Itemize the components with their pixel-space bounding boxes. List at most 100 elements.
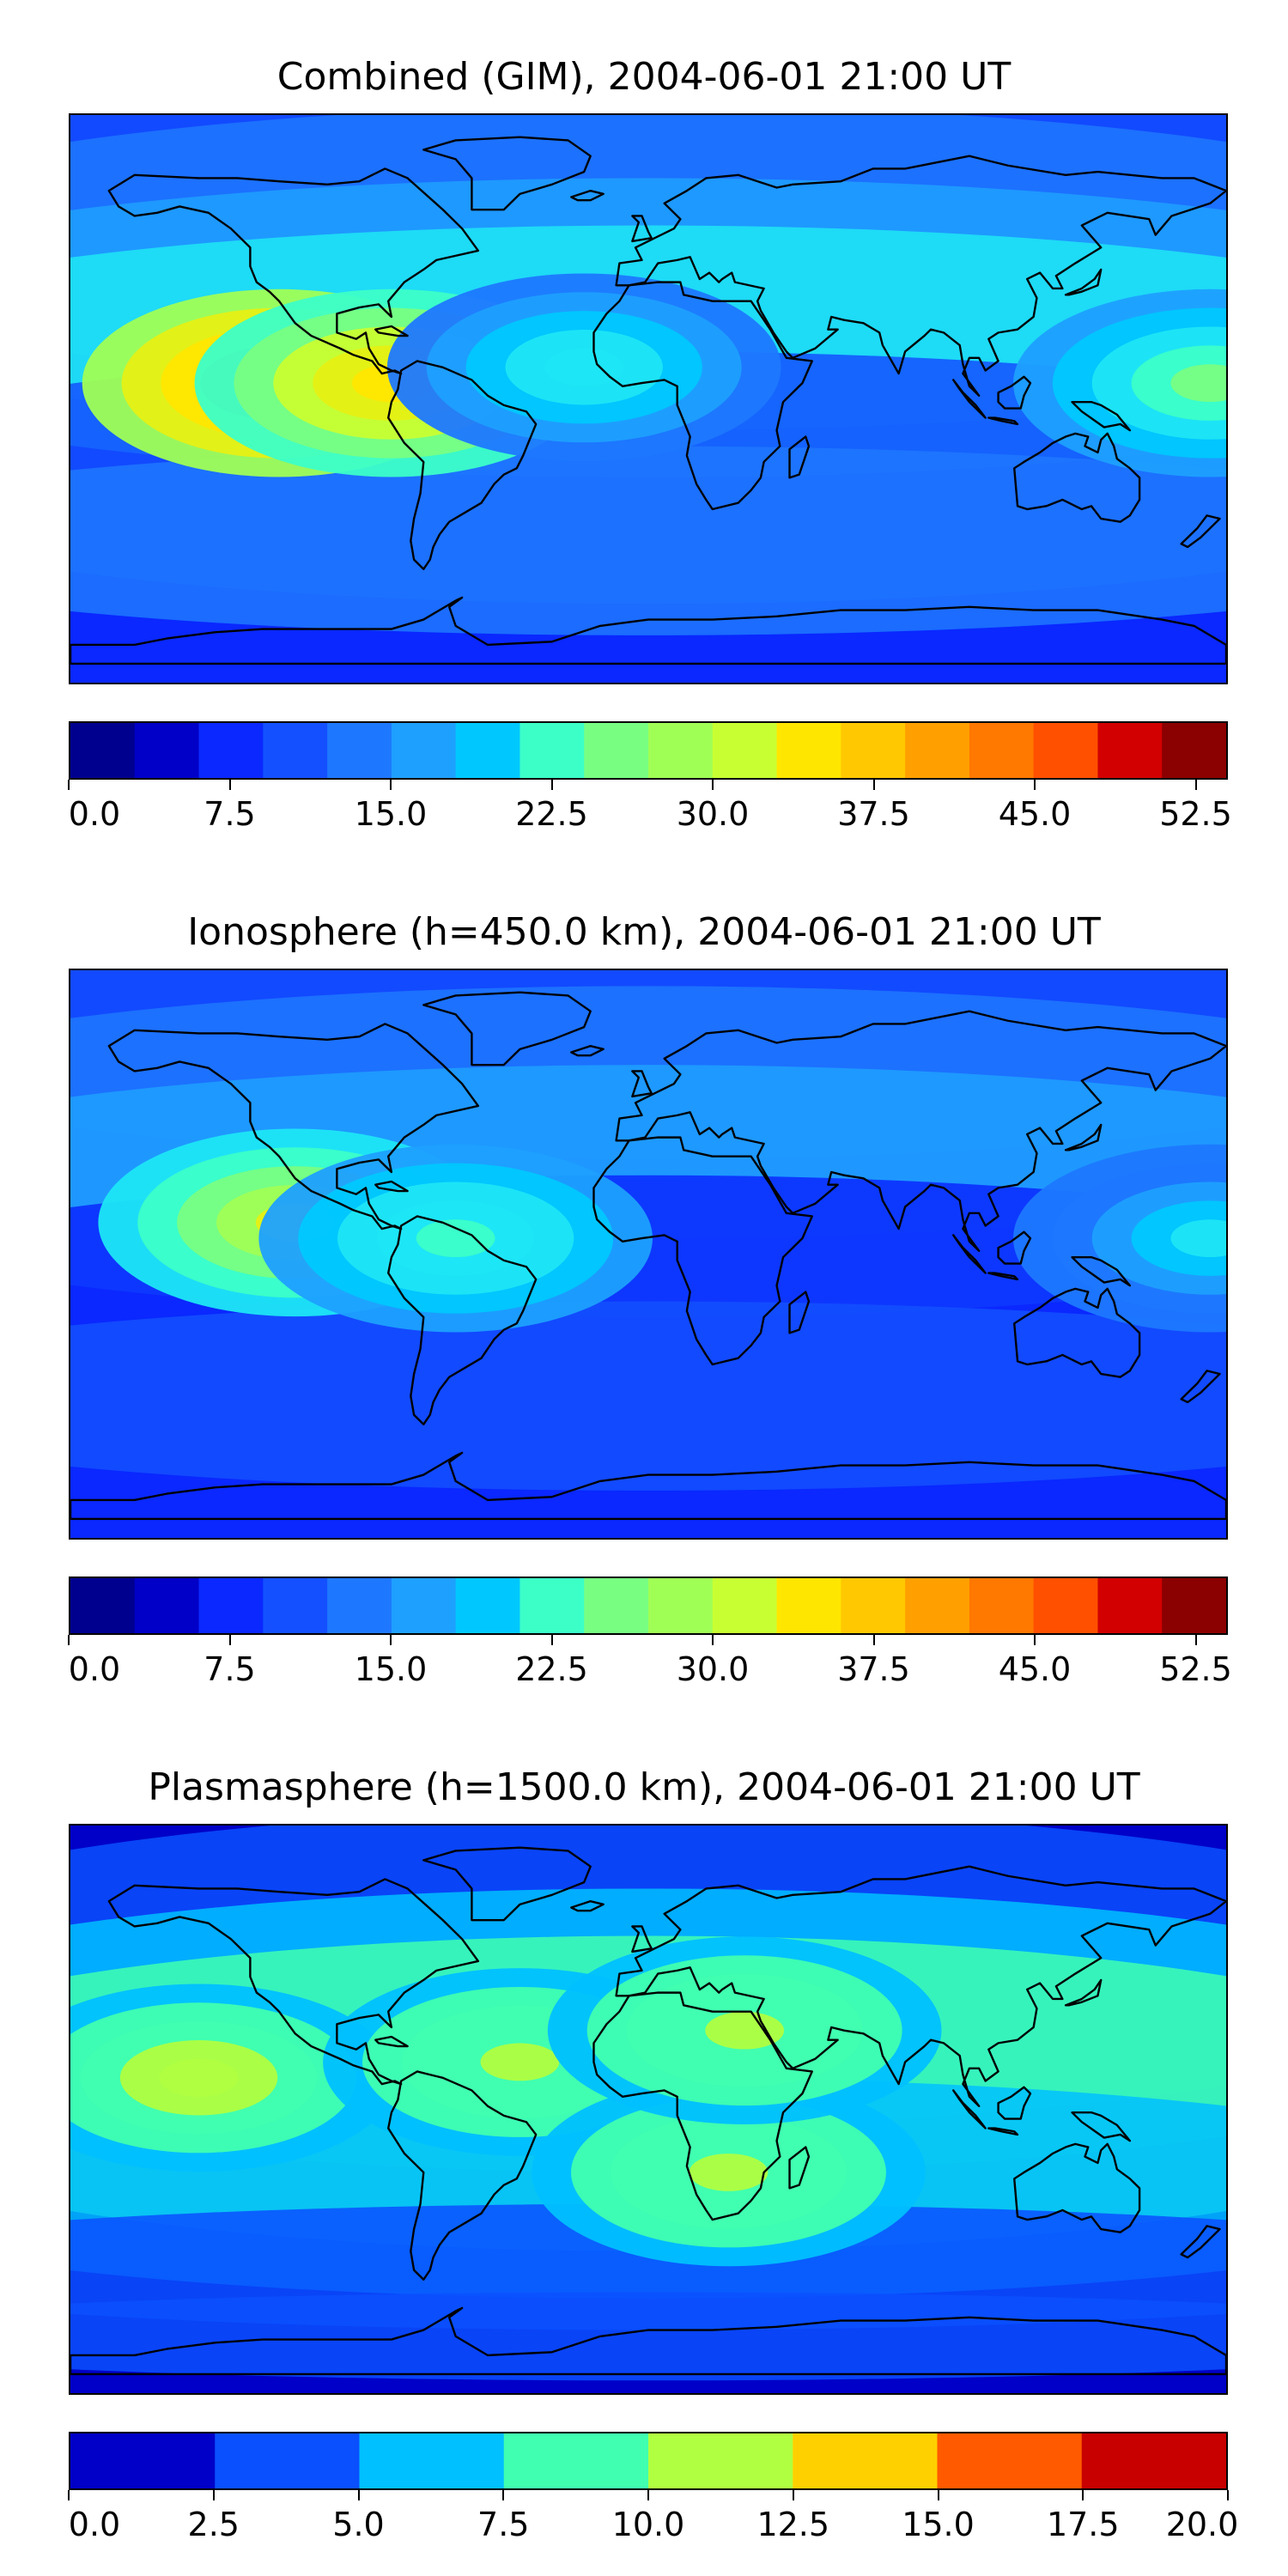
coastline <box>952 1234 987 1274</box>
colorbar-swatch <box>503 2433 649 2488</box>
colorbar-tick-mark <box>357 2490 360 2500</box>
coastline <box>631 1925 653 1953</box>
colorbar-tick-label: 5.0 <box>332 2506 385 2543</box>
colorbar-tick-mark <box>872 1635 875 1645</box>
coastline <box>570 1899 605 1912</box>
colorbar <box>69 2432 1228 2490</box>
colorbar-swatch <box>455 723 521 778</box>
colorbar-tick-label: 15.0 <box>354 1650 428 1688</box>
colorbar-tick-label: 7.5 <box>204 795 256 833</box>
colorbar-swatch <box>519 723 585 778</box>
colorbar-tick-label: 12.5 <box>756 2506 830 2543</box>
coastline <box>1180 1370 1221 1404</box>
colorbar-swatch <box>215 2433 361 2488</box>
colorbar-swatch <box>455 1578 521 1633</box>
colorbar-tick-mark <box>1194 780 1197 790</box>
colorbar-tick-label: 0.0 <box>68 2506 121 2543</box>
coastline <box>387 1215 538 1425</box>
colorbar-swatch <box>712 1578 778 1633</box>
coastline <box>1071 2111 1132 2142</box>
colorbar-tick-label: 45.0 <box>998 795 1072 833</box>
coastline <box>615 155 1226 398</box>
tec-map-svg <box>70 970 1226 1538</box>
colorbar-swatch <box>198 1578 264 1633</box>
map-plot <box>69 113 1228 684</box>
coastline <box>422 1846 592 1922</box>
coastline <box>952 379 987 419</box>
contour-peak <box>689 2154 769 2191</box>
coastline <box>1071 1255 1132 1287</box>
coastline <box>70 1451 1226 1521</box>
panel-ionosphere: Ionosphere (h=450.0 km), 2004-06-01 21:0… <box>0 859 1288 1717</box>
colorbar-swatch <box>841 1578 906 1633</box>
coastline <box>1013 2142 1141 2233</box>
chart-title: Ionosphere (h=450.0 km), 2004-06-01 21:0… <box>187 910 1101 954</box>
colorbar-swatch <box>198 723 264 778</box>
colorbar-swatch <box>1081 2433 1226 2488</box>
colorbar-swatch <box>584 1578 649 1633</box>
contour-band <box>70 1301 1226 1491</box>
coastline <box>374 1180 409 1193</box>
colorbar-swatch <box>391 1578 457 1633</box>
colorbar-swatch <box>134 723 200 778</box>
colorbar-tick-label: 15.0 <box>902 2506 975 2543</box>
colorbar-tick-mark <box>502 2490 505 2500</box>
colorbar-swatch <box>1033 723 1099 778</box>
colorbar-tick-label: 20.0 <box>1165 2506 1239 2543</box>
colorbar-swatch <box>327 1578 392 1633</box>
coastline <box>615 1865 1226 2108</box>
coastline <box>570 1044 605 1057</box>
coastline <box>70 596 1226 665</box>
colorbar-tick-mark <box>792 2490 794 2500</box>
contour-peak <box>705 2011 785 2050</box>
coastline <box>1064 1978 1103 2007</box>
coastline <box>1013 432 1141 523</box>
colorbar-tick-label: 15.0 <box>354 795 428 833</box>
colorbar-tick-mark <box>68 2490 70 2500</box>
contour-peak <box>159 2058 239 2097</box>
coastline <box>387 360 538 570</box>
colorbar-tick-label: 30.0 <box>676 795 750 833</box>
coastline <box>1180 2225 1221 2259</box>
colorbar-swatch <box>648 723 714 778</box>
coastline <box>374 325 409 337</box>
colorbar <box>69 721 1228 780</box>
colorbar-svg <box>70 2433 1226 2488</box>
colorbar-swatch <box>1033 1578 1099 1633</box>
colorbar-tick-mark <box>712 1635 714 1645</box>
colorbar-swatch <box>648 1578 714 1633</box>
colorbar-swatch <box>937 2433 1083 2488</box>
coastline <box>987 1272 1019 1281</box>
coastline <box>788 2146 811 2190</box>
colorbar-tick-mark <box>228 780 231 790</box>
colorbar-swatch <box>969 1578 1035 1633</box>
colorbar-tick-mark <box>1082 2490 1084 2500</box>
colorbar-tick-mark <box>1227 2490 1229 2500</box>
chart-title: Combined (GIM), 2004-06-01 21:00 UT <box>276 55 1012 99</box>
coastline <box>107 1878 480 2086</box>
colorbar-tick-label: 0.0 <box>68 795 121 833</box>
colorbar-tick-mark <box>390 780 392 790</box>
coastline <box>997 375 1032 410</box>
coastline <box>422 991 592 1066</box>
colorbar-swatch <box>1162 1578 1226 1633</box>
colorbar-tick-label: 17.5 <box>1046 2506 1120 2543</box>
colorbar-tick-mark <box>1194 1635 1197 1645</box>
coastline <box>592 1991 813 2221</box>
coastline <box>1180 514 1221 549</box>
coastline <box>631 215 653 243</box>
colorbar-swatch <box>841 723 906 778</box>
colorbar-swatch <box>327 723 392 778</box>
contour-peak <box>480 2043 560 2081</box>
coastline <box>387 2070 538 2281</box>
coastline <box>70 2306 1226 2376</box>
colorbar-ticks: 0.0 2.5 5.0 7.5 10.0 12.5 15.0 17.5 20.0 <box>68 2490 1238 2543</box>
colorbar-swatch <box>1097 1578 1163 1633</box>
colorbar-tick-label: 22.5 <box>515 1650 588 1688</box>
colorbar-swatch <box>519 1578 585 1633</box>
coastline <box>1013 1287 1141 1378</box>
colorbar-tick-mark <box>647 2490 649 2500</box>
coastline <box>1064 268 1103 296</box>
colorbar-tick-label: 30.0 <box>676 1650 750 1688</box>
colorbar-swatch <box>776 723 841 778</box>
